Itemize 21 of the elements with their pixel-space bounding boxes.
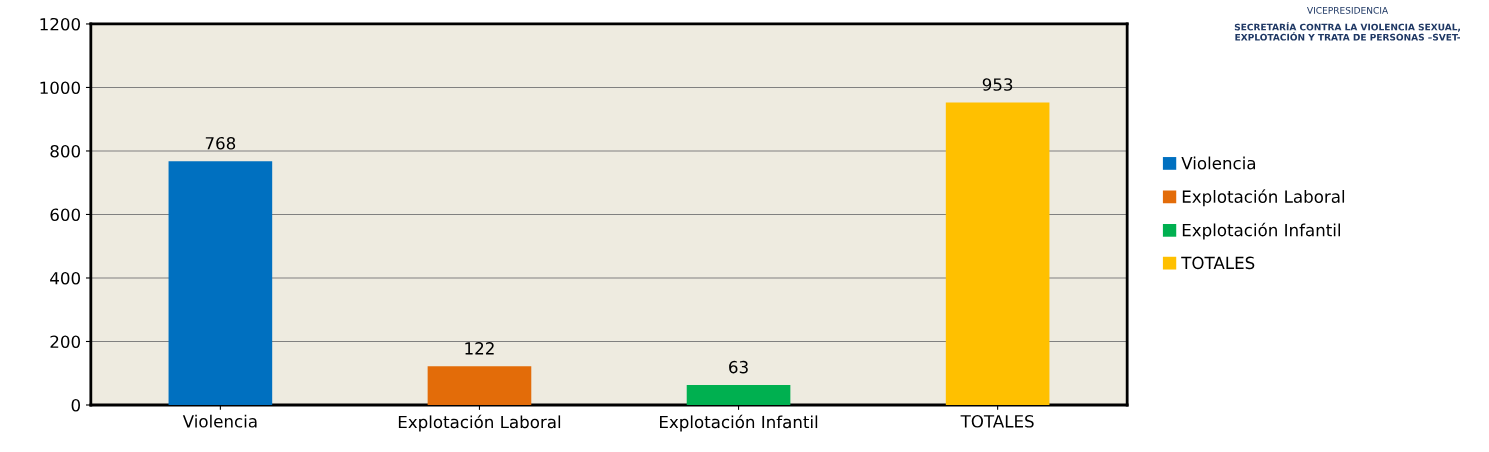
y-tick-label: 400 bbox=[50, 271, 80, 285]
data-label: 953 bbox=[982, 78, 1013, 91]
data-label: 63 bbox=[729, 360, 748, 374]
y-tick-label: 0 bbox=[71, 398, 80, 412]
text: VICEPRESIDENCIA bbox=[1307, 6, 1389, 14]
x-tick-label: Violencia bbox=[182, 414, 257, 428]
legend-label: TOTALES bbox=[1181, 256, 1255, 270]
x-tick-label: Explotación Infantil bbox=[660, 414, 818, 432]
text: SECRETARÍA CONTRA LA VIOLENCIA SEXUAL, EXPLOTACIÓN Y TRATA DE PERSONAS –SVET- bbox=[1234, 22, 1461, 41]
x-tick-label: Explotación Laboral bbox=[398, 414, 561, 432]
y-tick-label: 200 bbox=[50, 335, 80, 349]
y-tick-label: 600 bbox=[50, 208, 80, 222]
y-tick-label: 800 bbox=[50, 144, 80, 158]
y-tick-label: 1200 bbox=[40, 17, 80, 31]
legend-label: Violencia bbox=[1181, 156, 1256, 170]
x-tick-label: TOTALES bbox=[960, 415, 1034, 428]
legend-label: Explotación Infantil bbox=[1182, 222, 1340, 240]
y-tick-label: 1000 bbox=[40, 81, 80, 95]
data-label: 768 bbox=[205, 136, 236, 150]
legend-label: Explotación Laboral bbox=[1182, 189, 1345, 207]
data-label: 122 bbox=[465, 342, 494, 355]
